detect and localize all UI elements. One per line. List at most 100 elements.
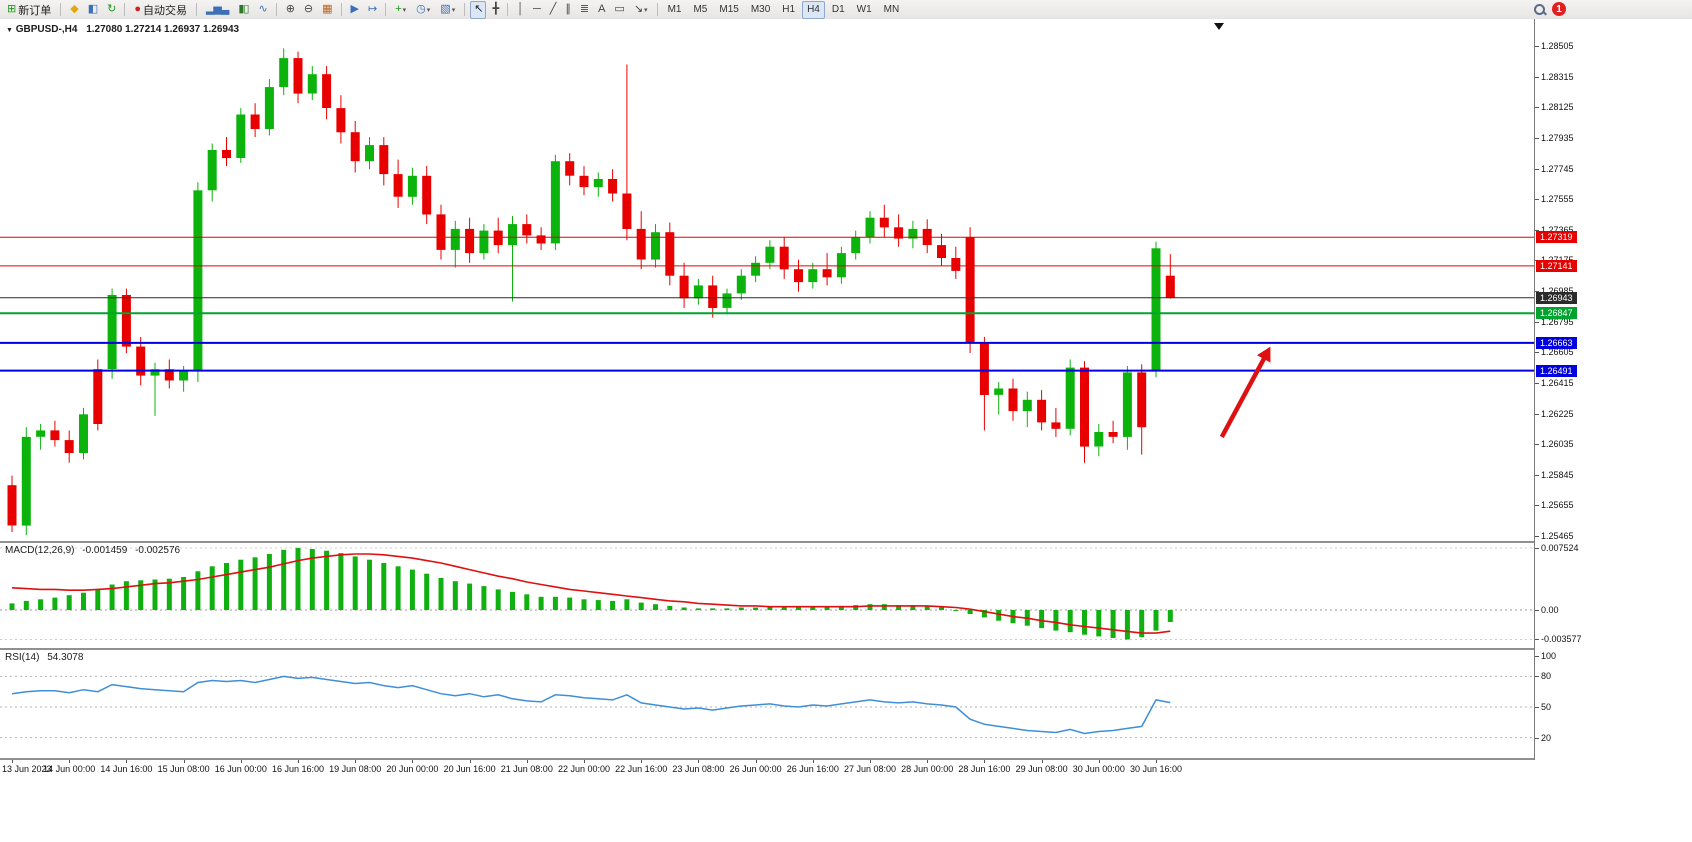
- timeframe-d1-button[interactable]: D1: [827, 1, 850, 19]
- candle-body: [1080, 367, 1089, 447]
- new-order-button[interactable]: ⊞ 新订单: [3, 1, 55, 19]
- trendline-button[interactable]: ╱: [546, 1, 560, 19]
- candle-body: [64, 440, 74, 453]
- macd-histogram-bar: [1053, 610, 1059, 631]
- macd-histogram-bar: [881, 604, 887, 610]
- time-axis-tick: [526, 760, 528, 763]
- candle-body: [622, 193, 632, 229]
- lightning-icon: ◆: [70, 3, 79, 15]
- timeframe-w1-button[interactable]: W1: [852, 1, 877, 19]
- candle-body: [536, 235, 546, 244]
- periods-button[interactable]: ◷ ▾: [412, 1, 434, 19]
- button-label: D1: [831, 4, 845, 15]
- macd-histogram-bar: [524, 594, 530, 610]
- fibonacci-button[interactable]: ≣: [576, 1, 592, 19]
- vertical-line-button[interactable]: │: [513, 1, 527, 19]
- notification-badge[interactable]: 1: [1552, 2, 1566, 16]
- time-axis-tick: [1041, 760, 1043, 763]
- candle-body: [665, 232, 675, 276]
- rsi-chart[interactable]: [0, 650, 1534, 758]
- time-axis-label: 22 Jun 00:00: [557, 764, 611, 774]
- metaeditor-button[interactable]: ◆: [66, 1, 81, 19]
- candle-body: [679, 275, 689, 299]
- price-chart-panel[interactable]: ▼ GBPUSD-,H4 1.27080 1.27214 1.26937 1.2…: [0, 19, 1534, 541]
- macd-histogram-bar: [681, 607, 687, 610]
- timeframe-m15-button[interactable]: M15: [714, 1, 743, 19]
- candle-body: [107, 295, 117, 370]
- toolbar-separator: [60, 3, 62, 16]
- annotation-arrow[interactable]: [1219, 354, 1268, 438]
- candlestick-chart-button[interactable]: ▮▯: [234, 1, 252, 19]
- arrows-button[interactable]: ↘ ▾: [630, 1, 652, 19]
- chart-shift-button[interactable]: ↦: [364, 1, 380, 19]
- text-button[interactable]: A: [594, 1, 608, 19]
- price-axis[interactable]: 1.28505 1.28315 1.28125 1.27935 1.27745 1.275…: [1534, 19, 1692, 778]
- candle-body: [937, 245, 946, 258]
- button-label: MN: [883, 4, 900, 15]
- indicators-button[interactable]: + ▾: [391, 1, 410, 19]
- time-axis-label: 22 Jun 16:00: [615, 764, 668, 774]
- time-axis-label: 16 Jun 16:00: [271, 764, 325, 774]
- search-icon[interactable]: [1533, 3, 1547, 16]
- candle-body: [293, 58, 303, 94]
- tile-windows-button[interactable]: ▦: [318, 1, 335, 19]
- price-axis-label: 1.27555: [1541, 194, 1574, 205]
- macd-histogram-bar: [624, 599, 630, 610]
- axis-tick: [1535, 321, 1539, 323]
- time-axis-label: 14 Jun 00:00: [43, 764, 96, 774]
- time-axis-label: 13 Jun 2023: [2, 764, 52, 774]
- price-axis-label: 1.25655: [1541, 500, 1574, 511]
- charts-window-button[interactable]: ◧: [84, 1, 101, 19]
- auto-scroll-button[interactable]: ▶: [347, 1, 362, 19]
- candle-body: [965, 237, 975, 344]
- channel-button[interactable]: ∥: [561, 1, 574, 19]
- rsi-panel[interactable]: RSI(14) 54.3078: [0, 650, 1534, 758]
- chart-shift-marker[interactable]: [1214, 23, 1224, 30]
- toolbar: ⊞ 新订单 ◆ ◧ ↻ ● 自动交易 ▂▅▃ ▮▯ ∿ ⊕ ⊖ ▦ ▶ ↦ + ▾ ◷ ▾ ▧ ▾ ↖ ╋ │ ─ ╱ ∥ ≣ A ▭ ↘ ▾…: [0, 0, 1692, 20]
- label-button[interactable]: ▭: [610, 1, 627, 19]
- candle-body: [1065, 367, 1075, 429]
- time-axis-label: 26 Jun 16:00: [786, 764, 839, 774]
- horizontal-line-button[interactable]: ─: [529, 1, 544, 19]
- macd-panel[interactable]: MACD(12,26,9) -0.001459 -0.002576: [0, 543, 1534, 648]
- chart-shift-icon: ↦: [368, 3, 377, 15]
- candle-body: [36, 430, 46, 437]
- refresh-button[interactable]: ↻: [103, 1, 119, 19]
- zoom-in-button[interactable]: ⊕: [282, 1, 298, 19]
- cursor-button[interactable]: ↖: [470, 0, 487, 19]
- candle-body: [1094, 432, 1104, 447]
- templates-button[interactable]: ▧ ▾: [436, 1, 459, 19]
- timeframe-m30-button[interactable]: M30: [746, 1, 775, 19]
- indicators-plus-icon: +: [395, 3, 402, 15]
- macd-histogram-bar: [52, 597, 58, 610]
- timeframe-m1-button[interactable]: M1: [663, 1, 687, 19]
- axis-tick: [1535, 199, 1539, 201]
- time-axis[interactable]: 13 Jun 2023 14 Jun 00:00 14 Jun 16:00 15 Ju…: [0, 760, 1692, 778]
- button-label: M1: [667, 4, 682, 15]
- vertical-line-icon: │: [517, 3, 524, 15]
- candle-body: [250, 114, 260, 129]
- button-label: M5: [693, 4, 708, 15]
- macd-chart[interactable]: [0, 543, 1534, 648]
- price-axis-label: 1.27745: [1541, 163, 1574, 174]
- auto-trading-button[interactable]: ● 自动交易: [130, 1, 191, 19]
- macd-histogram-bar: [738, 607, 744, 610]
- macd-histogram-bar: [381, 563, 387, 610]
- timeframe-h1-button[interactable]: H1: [777, 1, 800, 19]
- zoom-out-button[interactable]: ⊖: [300, 1, 316, 19]
- macd-histogram-bar: [710, 608, 716, 610]
- one-click-trading-toggle[interactable]: ▼: [6, 27, 13, 34]
- timeframe-mn-button[interactable]: MN: [879, 1, 905, 19]
- label-icon: ▭: [614, 3, 624, 15]
- candlestick-chart[interactable]: [0, 19, 1534, 541]
- candle-body: [164, 369, 174, 381]
- timeframe-m5-button[interactable]: M5: [688, 1, 712, 19]
- candle-body: [350, 132, 360, 162]
- candle-body: [422, 175, 432, 215]
- axis-tick: [1535, 107, 1539, 109]
- timeframe-h4-button[interactable]: H4: [802, 0, 825, 19]
- bar-chart-button[interactable]: ▂▅▃: [202, 1, 232, 19]
- price-axis-label: 1.26795: [1541, 316, 1574, 327]
- line-chart-button[interactable]: ∿: [254, 1, 270, 19]
- crosshair-button[interactable]: ╋: [488, 1, 502, 19]
